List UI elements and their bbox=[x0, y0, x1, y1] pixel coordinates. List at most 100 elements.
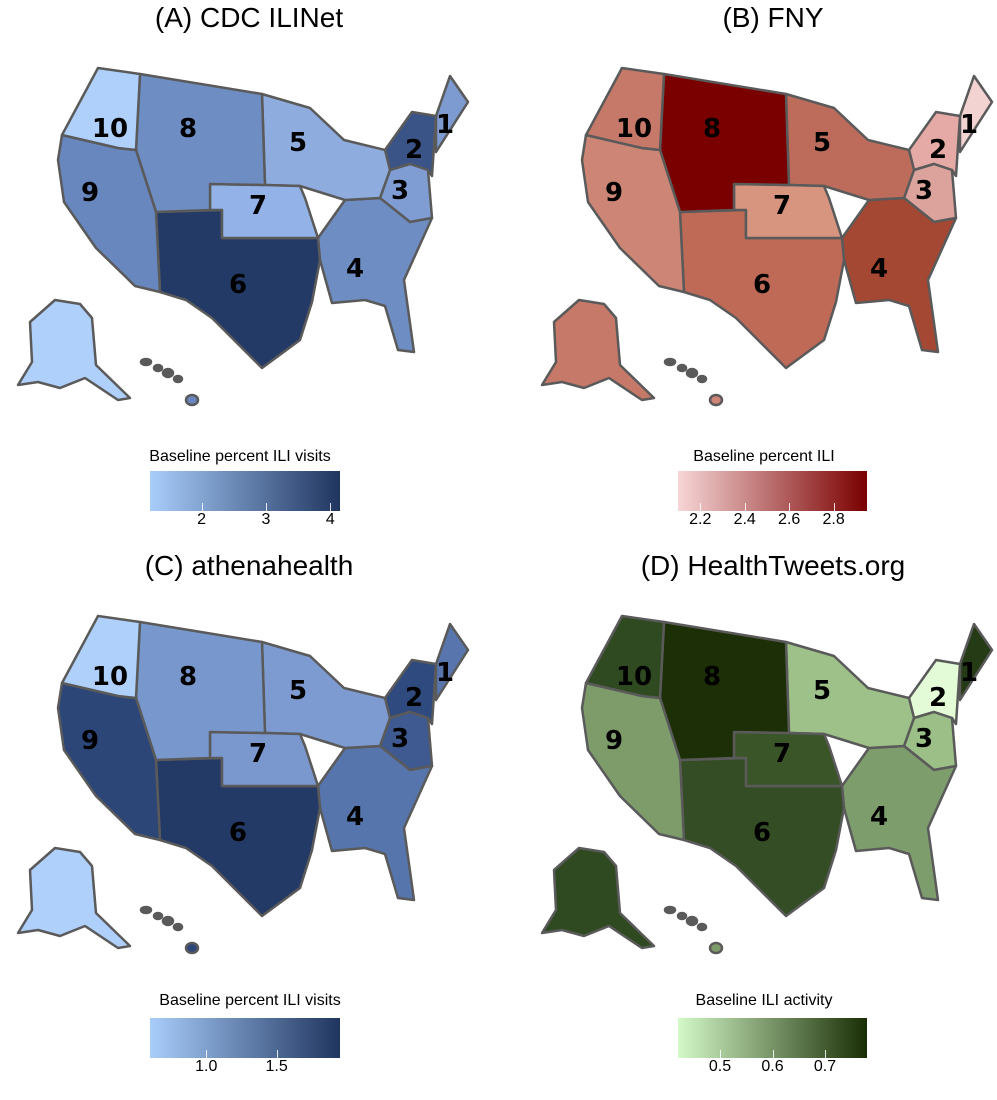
legend-tick bbox=[789, 503, 791, 511]
legend-tick-label: 0.5 bbox=[708, 1058, 732, 1075]
panel-c: (C) athenahealth 1 2 3 4 5 6 7 8 9 10 Baseline pe… bbox=[0, 548, 498, 1098]
region-10-alaska bbox=[540, 298, 656, 402]
region-9-hawaii-island bbox=[152, 363, 164, 373]
legend-colorbar bbox=[150, 471, 340, 511]
region-label-3: 3 bbox=[391, 176, 409, 206]
region-label-9: 9 bbox=[81, 726, 99, 756]
region-10-alaska bbox=[16, 298, 132, 402]
legend-title: Baseline ILI activity bbox=[695, 992, 833, 1009]
region-label-7: 7 bbox=[773, 739, 791, 769]
region-label-3: 3 bbox=[915, 724, 933, 754]
region-10-alaska bbox=[16, 846, 132, 950]
region-label-7: 7 bbox=[249, 191, 267, 221]
region-9-hawaii-island bbox=[161, 915, 175, 927]
legend-tick bbox=[206, 1050, 208, 1058]
legend-tick bbox=[201, 503, 203, 511]
region-7 bbox=[732, 182, 844, 240]
legend-title: Baseline percent ILI visits bbox=[159, 992, 341, 1009]
region-label-2: 2 bbox=[405, 683, 423, 713]
legend-tick-label: 2.2 bbox=[689, 511, 712, 528]
panel-title: (A) CDC ILINet bbox=[154, 2, 344, 33]
region-5 bbox=[260, 640, 392, 750]
region-9-hawaii-island bbox=[676, 363, 688, 373]
region-label-5: 5 bbox=[289, 676, 307, 706]
region-label-3: 3 bbox=[391, 724, 409, 754]
region-5 bbox=[784, 92, 916, 202]
region-4 bbox=[840, 196, 958, 354]
legend-tick-label: 2 bbox=[197, 511, 206, 528]
region-1 bbox=[958, 74, 994, 154]
legend-tick bbox=[276, 1050, 278, 1058]
region-label-1: 1 bbox=[960, 110, 978, 140]
region-9-hawaii-island bbox=[184, 393, 200, 407]
region-5 bbox=[260, 92, 392, 202]
legend-tick bbox=[833, 503, 835, 511]
region-label-6: 6 bbox=[753, 818, 771, 848]
region-9-hawaii-island bbox=[172, 922, 184, 932]
legend-tick-label: 0.7 bbox=[813, 1058, 837, 1075]
region-label-9: 9 bbox=[605, 178, 623, 208]
region-9-hawaii-island bbox=[696, 922, 708, 932]
region-label-6: 6 bbox=[229, 270, 247, 300]
region-9-hawaii-island bbox=[139, 905, 153, 915]
region-10-alaska bbox=[540, 846, 656, 950]
region-label-10: 10 bbox=[616, 662, 652, 692]
us-region-map: 12 3 4 5 6 7 8 9 10 bbox=[540, 614, 994, 955]
legend-tick-label: 1.0 bbox=[195, 1058, 218, 1075]
region-label-8: 8 bbox=[179, 114, 197, 144]
region-label-9: 9 bbox=[81, 178, 99, 208]
us-region-map: 12 3 4 5 6 7 8 9 10 bbox=[16, 614, 470, 955]
region-label-7: 7 bbox=[249, 739, 267, 769]
region-label-2: 2 bbox=[929, 135, 947, 165]
region-label-8: 8 bbox=[179, 662, 197, 692]
region-4 bbox=[316, 744, 434, 902]
region-label-10: 10 bbox=[92, 114, 128, 144]
region-9-hawaii-island bbox=[152, 911, 164, 921]
region-9-hawaii-island bbox=[708, 941, 724, 955]
legend-tick-label: 4 bbox=[325, 511, 335, 528]
region-9-hawaii-island bbox=[139, 357, 153, 367]
legend-title: Baseline percent ILI bbox=[693, 448, 835, 465]
legend-tick bbox=[825, 1050, 826, 1058]
region-label-1: 1 bbox=[960, 658, 978, 688]
region-label-8: 8 bbox=[703, 114, 721, 144]
region-10 bbox=[60, 614, 142, 700]
legend-tick bbox=[720, 1050, 721, 1058]
region-9-hawaii-island bbox=[663, 357, 677, 367]
region-4 bbox=[316, 196, 434, 354]
region-label-2: 2 bbox=[405, 135, 423, 165]
legend-tick-label: 0.6 bbox=[761, 1058, 784, 1075]
region-1 bbox=[434, 74, 470, 154]
region-9-hawaii-island bbox=[685, 367, 699, 379]
region-9-hawaii-island bbox=[663, 905, 677, 915]
region-10 bbox=[584, 614, 666, 700]
region-label-5: 5 bbox=[289, 128, 307, 158]
region-label-4: 4 bbox=[346, 254, 364, 284]
legend-tick bbox=[744, 503, 746, 511]
region-label-4: 4 bbox=[870, 254, 888, 284]
region-label-10: 10 bbox=[616, 114, 652, 144]
panel-title: (D) HealthTweets.org bbox=[640, 550, 906, 581]
panel-b: (B) FNY 1 2 3 4 5 6 7 8 9 10 Baseline percent ILI… bbox=[524, 0, 997, 550]
region-10 bbox=[584, 66, 666, 152]
legend-colorbar bbox=[678, 471, 867, 511]
region-7 bbox=[208, 730, 320, 788]
region-9-hawaii-island bbox=[696, 374, 708, 384]
region-10 bbox=[60, 66, 142, 152]
region-9-hawaii-island bbox=[708, 393, 724, 407]
region-label-1: 1 bbox=[436, 110, 454, 140]
legend-tick bbox=[772, 1050, 774, 1058]
region-label-8: 8 bbox=[703, 662, 721, 692]
us-region-map: 12 3 4 5 6 7 8 9 10 bbox=[540, 66, 994, 407]
region-label-3: 3 bbox=[915, 176, 933, 206]
legend-tick bbox=[330, 503, 332, 511]
region-5 bbox=[784, 640, 916, 750]
region-label-5: 5 bbox=[813, 128, 831, 158]
panel-title: (C) athenahealth bbox=[144, 550, 354, 581]
region-label-7: 7 bbox=[773, 191, 791, 221]
region-label-1: 1 bbox=[436, 658, 454, 688]
region-label-9: 9 bbox=[605, 726, 623, 756]
legend-tick-label: 2.4 bbox=[733, 511, 756, 528]
region-label-6: 6 bbox=[753, 270, 771, 300]
region-7 bbox=[732, 730, 844, 788]
